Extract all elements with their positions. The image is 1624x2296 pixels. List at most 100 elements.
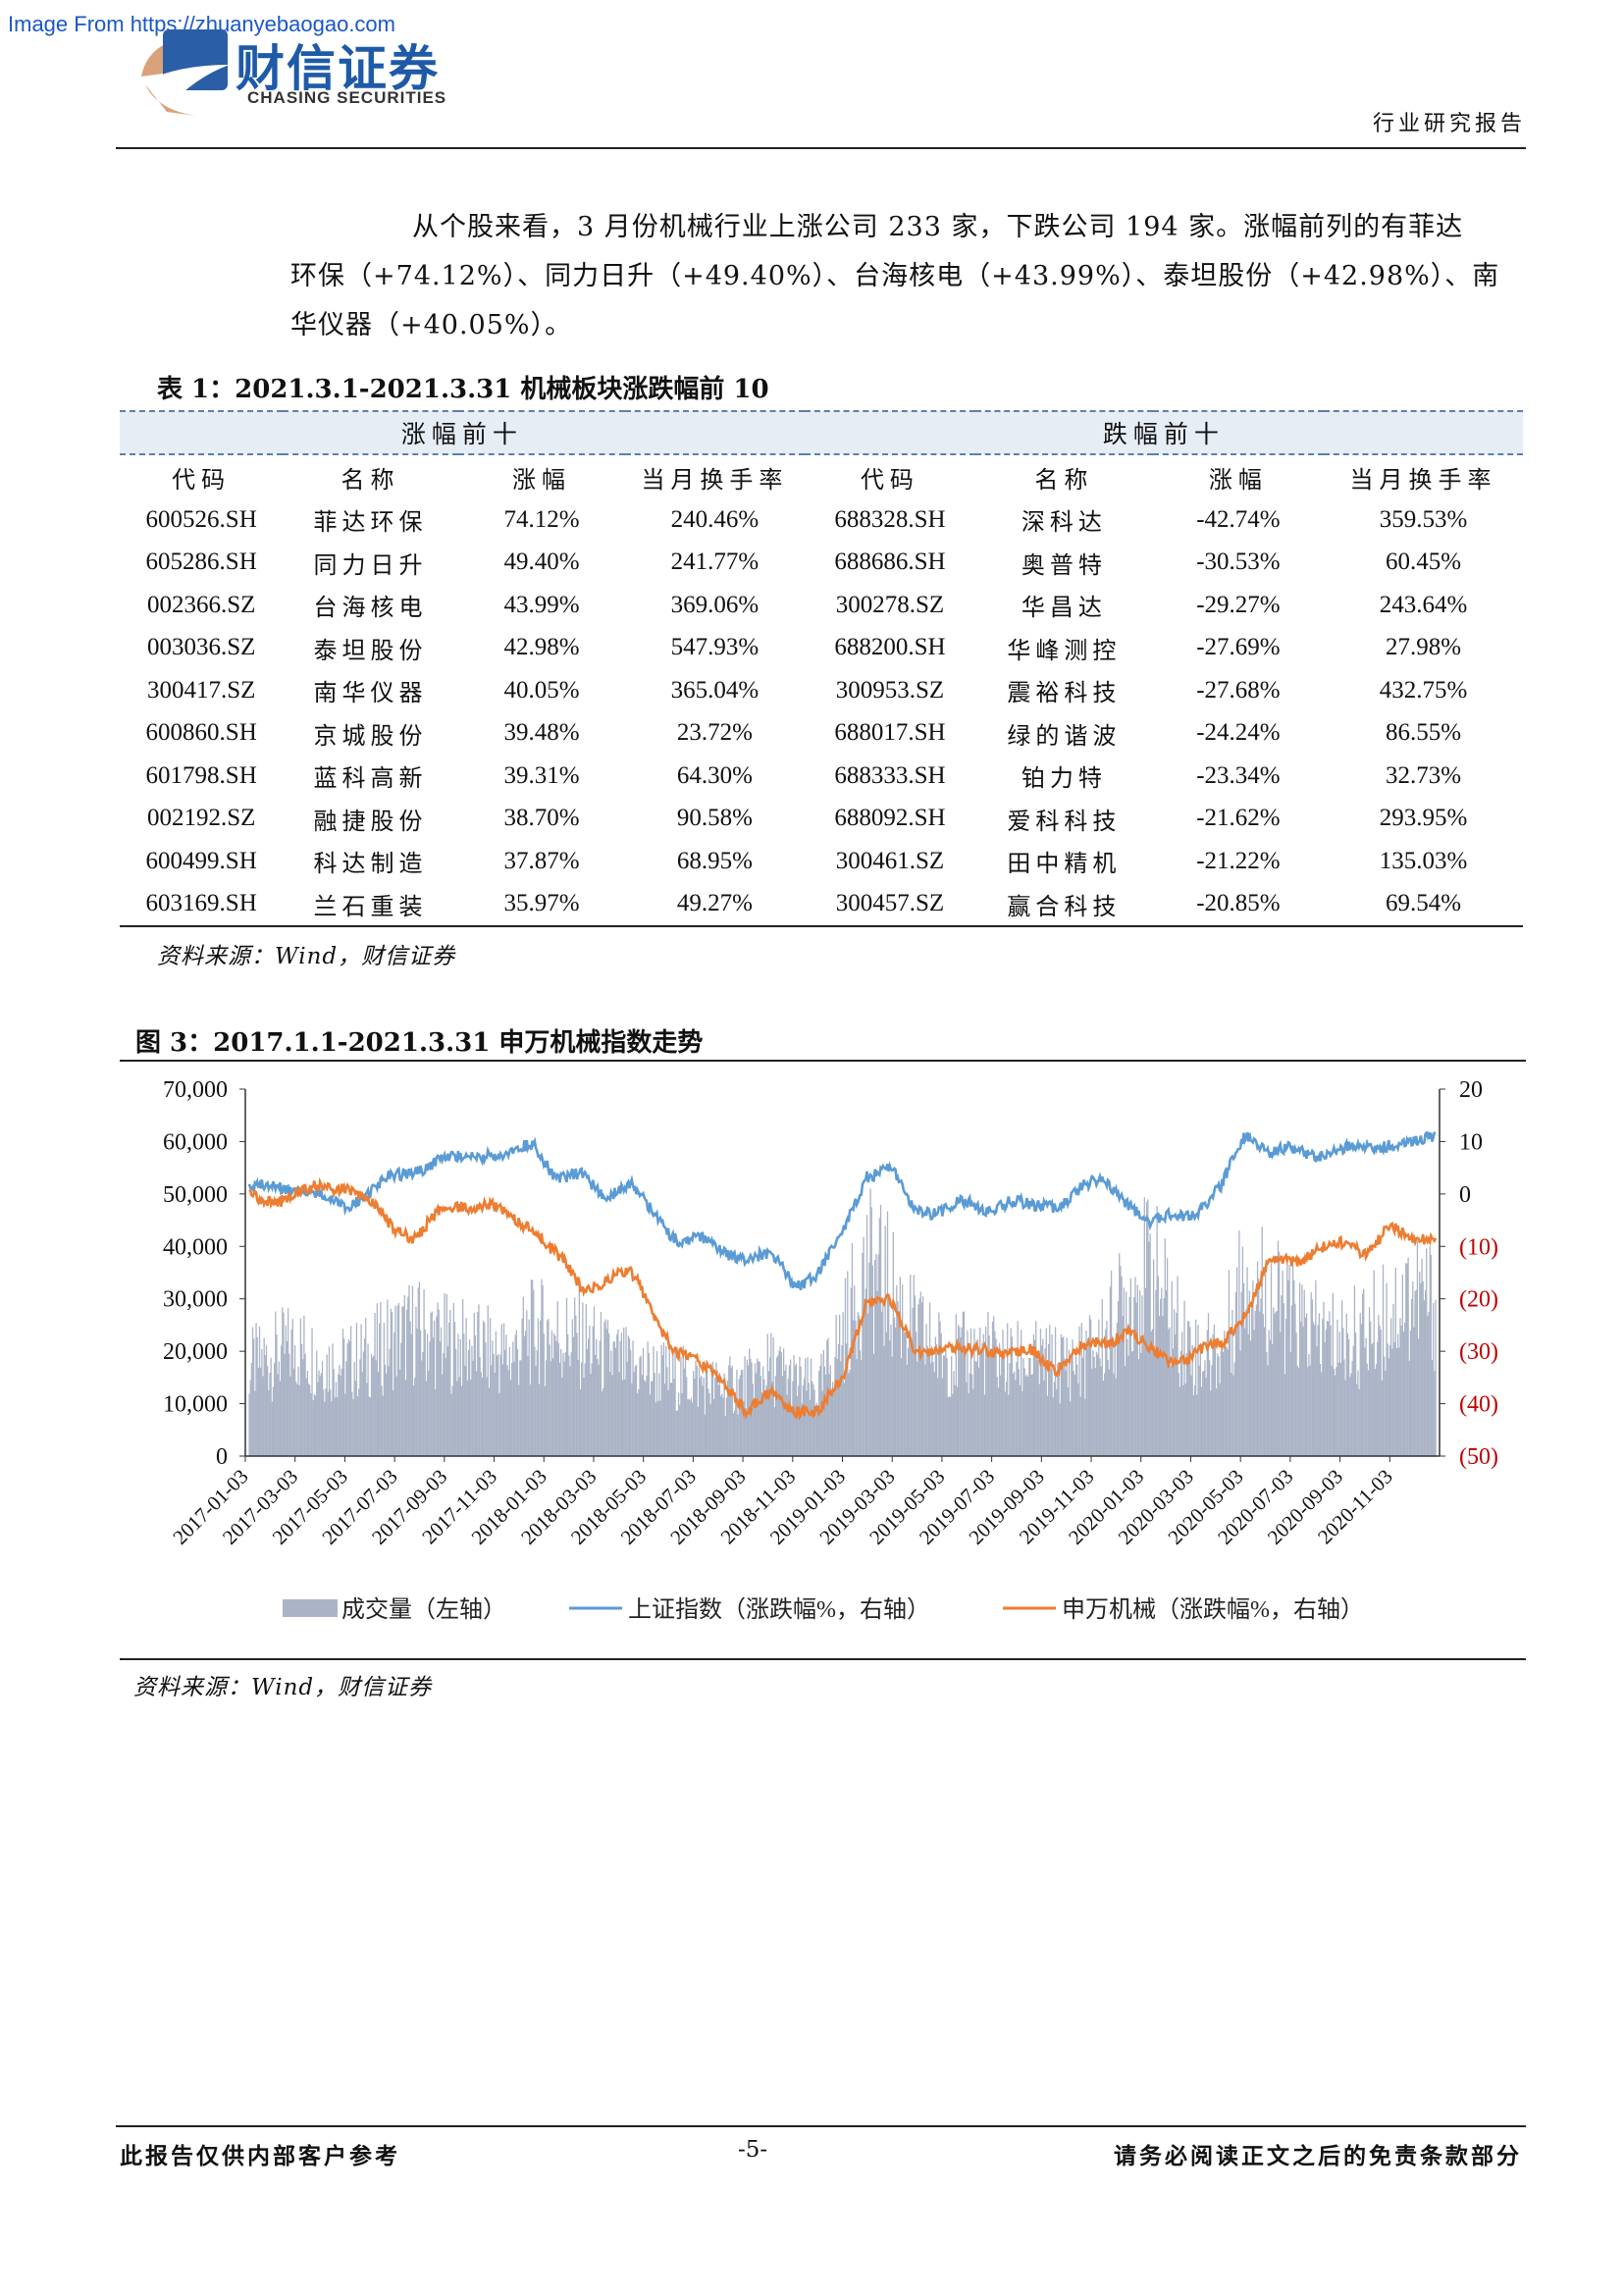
volume-bar (969, 1328, 972, 1456)
volume-bar (1094, 1368, 1096, 1456)
volume-bar (367, 1343, 369, 1456)
volume-bar (959, 1327, 961, 1456)
volume-bar (288, 1353, 290, 1456)
volume-bar (938, 1312, 940, 1456)
volume-bar (954, 1384, 956, 1456)
volume-bar (1182, 1384, 1184, 1456)
volume-bar (1423, 1300, 1426, 1456)
volume-bar (361, 1372, 363, 1456)
volume-bar (862, 1253, 864, 1456)
volume-bar (1184, 1383, 1186, 1456)
volume-bar (607, 1332, 610, 1456)
volume-bar (927, 1349, 930, 1456)
volume-bar (505, 1334, 507, 1456)
volume-bar (1183, 1300, 1185, 1456)
volume-bar (349, 1326, 352, 1456)
volume-bar (802, 1385, 805, 1456)
volume-bar (739, 1375, 742, 1456)
volume-bar (1297, 1368, 1300, 1456)
volume-bar (401, 1306, 403, 1456)
volume-bar (328, 1346, 331, 1456)
volume-bar (591, 1363, 593, 1456)
volume-bar (297, 1366, 299, 1456)
volume-bar (642, 1347, 645, 1456)
volume-bar (1169, 1327, 1171, 1456)
volume-bar (1286, 1260, 1288, 1456)
volume-bar (1190, 1375, 1192, 1456)
volume-bar (374, 1312, 376, 1456)
volume-bar (1052, 1397, 1054, 1456)
table-band-row: 涨幅前十 跌幅前十 (120, 410, 1523, 455)
volume-bar (500, 1324, 502, 1456)
volume-bar (707, 1388, 709, 1456)
volume-bar (1435, 1299, 1437, 1456)
volume-bar (478, 1304, 480, 1456)
volume-bar (944, 1355, 946, 1456)
volume-bar (515, 1330, 517, 1456)
volume-bar (941, 1378, 944, 1456)
volume-bar (1329, 1311, 1331, 1456)
column-header: 当月换手率 (1349, 465, 1497, 494)
table-cell: -21.62% (1196, 805, 1281, 832)
volume-bar (1426, 1248, 1428, 1456)
volume-bar (535, 1366, 537, 1456)
volume-bar (1023, 1368, 1025, 1456)
volume-bar (612, 1341, 614, 1456)
volume-bar (461, 1298, 464, 1456)
volume-bar (1238, 1230, 1240, 1456)
volume-bar (249, 1380, 251, 1456)
volume-bar (363, 1338, 366, 1456)
volume-bar (910, 1275, 912, 1456)
volume-bar (1265, 1267, 1267, 1456)
volume-bar (426, 1333, 429, 1456)
volume-bar (1372, 1342, 1374, 1456)
volume-bar (1373, 1270, 1375, 1456)
volume-bar (1281, 1295, 1283, 1456)
volume-bar (296, 1383, 298, 1456)
volume-bar (883, 1345, 885, 1456)
volume-bar (864, 1298, 865, 1456)
volume-bar (1080, 1323, 1082, 1456)
volume-bar (341, 1329, 344, 1456)
volume-bar (964, 1347, 967, 1456)
volume-bar (286, 1340, 288, 1456)
volume-bar (487, 1305, 489, 1456)
volume-bar (1046, 1395, 1049, 1456)
volume-bar (895, 1327, 897, 1456)
volume-bar (397, 1302, 400, 1456)
volume-bar (1130, 1351, 1133, 1456)
volume-bar (912, 1307, 914, 1456)
volume-bar (904, 1332, 906, 1456)
volume-bar (702, 1385, 704, 1456)
table-cell: 688200.SH (834, 634, 946, 661)
volume-bar (372, 1357, 374, 1456)
volume-bar (1150, 1331, 1152, 1456)
volume-bar (863, 1236, 864, 1456)
volume-bar (1301, 1284, 1303, 1456)
volume-bar (942, 1355, 945, 1456)
table-cell: 69.54% (1386, 890, 1462, 917)
volume-bar (753, 1407, 756, 1456)
volume-bar (812, 1383, 814, 1456)
table-row: 002192.SZ 融捷股份 38.70% 90.58% 688092.SH 爱科科技 -2… (120, 798, 1523, 841)
chart-legend: 成交量（左轴） 上证指数（涨跌幅%，右轴） 申万机械（涨跌幅%，右轴） (283, 1596, 1364, 1623)
volume-bar (475, 1371, 478, 1456)
volume-bar (1242, 1282, 1245, 1456)
volume-bar (1147, 1199, 1149, 1456)
volume-bar (1008, 1394, 1010, 1456)
volume-bar (1430, 1254, 1433, 1456)
volume-bar (1410, 1298, 1413, 1456)
volume-bar (752, 1383, 754, 1456)
table-cell: -29.27% (1196, 591, 1281, 618)
table-row: 600499.SH 科达制造 37.87% 68.95% 300461.SZ 田中精机 -2… (120, 840, 1523, 883)
volume-bar (553, 1332, 555, 1456)
volume-bar (568, 1355, 570, 1456)
volume-bar (369, 1397, 372, 1456)
volume-bar (1083, 1346, 1085, 1456)
volume-bar (825, 1374, 827, 1456)
volume-bar (1331, 1366, 1333, 1456)
volume-bar (293, 1345, 296, 1456)
volume-bar (468, 1339, 471, 1456)
volume-bar (626, 1361, 628, 1456)
volume-bar (1143, 1197, 1145, 1456)
